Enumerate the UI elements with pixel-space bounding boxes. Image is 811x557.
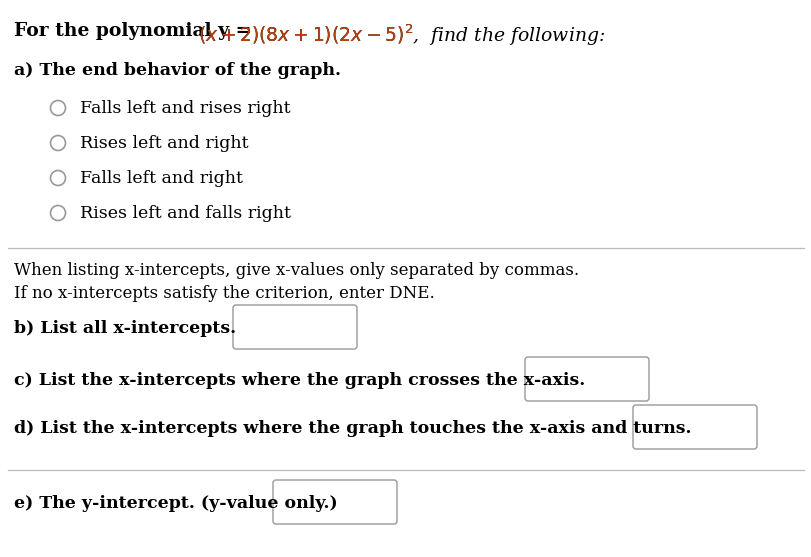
Text: $(x + 2)(8x + 1)(2x - 5)^{2}$: $(x + 2)(8x + 1)(2x - 5)^{2}$	[198, 22, 413, 46]
Text: If no x-intercepts satisfy the criterion, enter DNE.: If no x-intercepts satisfy the criterion…	[14, 285, 434, 302]
Text: b) List all x-intercepts.: b) List all x-intercepts.	[14, 320, 236, 337]
Text: Rises left and right: Rises left and right	[80, 135, 248, 152]
Text: Falls left and right: Falls left and right	[80, 170, 242, 187]
Text: c) List the x-intercepts where the graph crosses the x-axis.: c) List the x-intercepts where the graph…	[14, 372, 585, 389]
Text: Rises left and falls right: Rises left and falls right	[80, 205, 290, 222]
Text: a) The end behavior of the graph.: a) The end behavior of the graph.	[14, 62, 341, 79]
FancyBboxPatch shape	[633, 405, 756, 449]
Text: Falls left and rises right: Falls left and rises right	[80, 100, 290, 117]
FancyBboxPatch shape	[525, 357, 648, 401]
Text: d) List the x-intercepts where the graph touches the x-axis and turns.: d) List the x-intercepts where the graph…	[14, 420, 691, 437]
Text: When listing x-intercepts, give x-values only separated by commas.: When listing x-intercepts, give x-values…	[14, 262, 578, 279]
FancyBboxPatch shape	[233, 305, 357, 349]
Text: $(x + 2)(8x + 1)(2x - 5)^{2}$,  find the following:: $(x + 2)(8x + 1)(2x - 5)^{2}$, find the …	[198, 22, 604, 47]
FancyBboxPatch shape	[272, 480, 397, 524]
Text: e) The y-intercept. (y-value only.): e) The y-intercept. (y-value only.)	[14, 495, 337, 512]
Text: For the polynomial y =: For the polynomial y =	[14, 22, 258, 40]
